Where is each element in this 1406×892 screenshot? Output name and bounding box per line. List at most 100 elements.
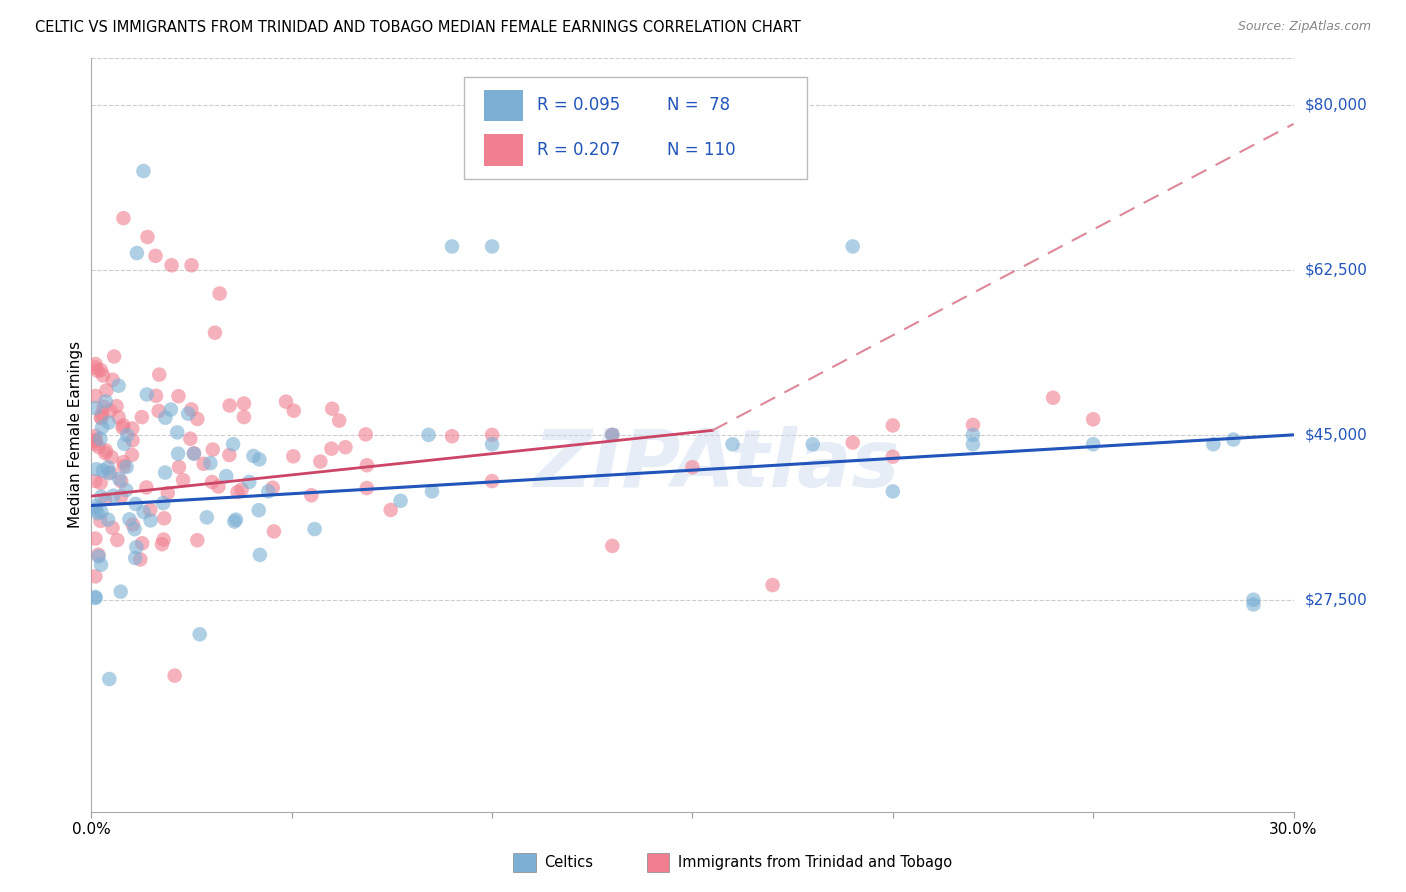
Point	[186, 412, 208, 426]
Point	[283, 403, 305, 417]
Point	[226, 485, 249, 500]
Point	[309, 454, 332, 468]
Point	[84, 569, 107, 583]
Point	[112, 459, 135, 474]
Text: N =  78: N = 78	[668, 96, 730, 114]
Point	[215, 469, 238, 483]
Point	[97, 460, 120, 475]
Point	[112, 437, 135, 451]
Point	[148, 368, 170, 382]
Point	[247, 503, 270, 517]
Point	[94, 394, 117, 409]
Text: $27,500: $27,500	[1305, 592, 1368, 607]
Point	[94, 492, 117, 507]
Point	[179, 432, 201, 446]
Point	[481, 239, 503, 253]
Point	[84, 434, 107, 448]
Point	[882, 418, 904, 433]
Point	[232, 410, 254, 425]
Point	[183, 446, 205, 460]
Point	[94, 446, 117, 460]
Text: CELTIC VS IMMIGRANTS FROM TRINIDAD AND TOBAGO MEDIAN FEMALE EARNINGS CORRELATION: CELTIC VS IMMIGRANTS FROM TRINIDAD AND T…	[35, 20, 801, 35]
Point	[602, 427, 624, 442]
Point	[84, 590, 107, 604]
Point	[110, 474, 132, 488]
Point	[131, 536, 153, 550]
Point	[1202, 437, 1225, 451]
Point	[238, 475, 260, 489]
Point	[602, 539, 624, 553]
Point	[167, 447, 190, 461]
Bar	[485, 89, 523, 121]
Point	[160, 258, 183, 272]
Point	[204, 326, 226, 340]
Point	[84, 474, 107, 488]
Point	[125, 246, 148, 260]
Point	[105, 533, 128, 547]
Point	[163, 668, 186, 682]
Point	[222, 437, 245, 451]
Point	[115, 460, 138, 475]
Point	[283, 450, 305, 464]
Point	[90, 410, 112, 425]
Point	[90, 558, 112, 572]
Point	[110, 489, 132, 503]
Point	[87, 440, 110, 454]
Point	[98, 672, 121, 686]
Point	[200, 456, 222, 470]
Point	[153, 466, 176, 480]
Point	[177, 407, 200, 421]
Point	[328, 414, 350, 428]
Point	[380, 503, 402, 517]
Point	[232, 396, 254, 410]
Point	[100, 466, 122, 480]
Point	[89, 432, 111, 446]
Point	[90, 505, 112, 519]
Point	[96, 384, 118, 398]
Point	[304, 522, 326, 536]
Point	[152, 533, 174, 547]
Bar	[485, 134, 523, 166]
Text: ZIPAtlas: ZIPAtlas	[533, 426, 900, 504]
Point	[118, 512, 141, 526]
Point	[91, 463, 114, 477]
Point	[207, 479, 229, 493]
Point	[1042, 391, 1064, 405]
Point	[84, 357, 107, 371]
Text: $62,500: $62,500	[1305, 262, 1368, 277]
Point	[156, 486, 179, 500]
Point	[91, 368, 114, 383]
Text: $80,000: $80,000	[1305, 97, 1368, 112]
Point	[201, 442, 224, 457]
Point	[841, 435, 863, 450]
Point	[188, 627, 211, 641]
Point	[84, 500, 107, 514]
Point	[263, 524, 285, 539]
Point	[108, 472, 131, 486]
Point	[87, 549, 110, 564]
Point	[155, 410, 177, 425]
Text: R = 0.207: R = 0.207	[537, 141, 621, 159]
Point	[124, 497, 146, 511]
Point	[115, 428, 138, 442]
Text: N = 110: N = 110	[668, 141, 735, 159]
Point	[125, 540, 148, 554]
Point	[242, 449, 264, 463]
Point	[84, 389, 107, 403]
Text: Source: ZipAtlas.com: Source: ZipAtlas.com	[1237, 20, 1371, 33]
Point	[201, 475, 224, 489]
Point	[354, 427, 377, 442]
Point	[86, 462, 108, 476]
Point	[882, 484, 904, 499]
Point	[195, 510, 218, 524]
Point	[262, 481, 284, 495]
Point	[186, 533, 208, 548]
Point	[139, 503, 162, 517]
Point	[172, 473, 194, 487]
Point	[481, 427, 503, 442]
Point	[107, 378, 129, 392]
Point	[841, 239, 863, 253]
Point	[103, 350, 125, 364]
Point	[721, 437, 744, 451]
Point	[247, 452, 270, 467]
